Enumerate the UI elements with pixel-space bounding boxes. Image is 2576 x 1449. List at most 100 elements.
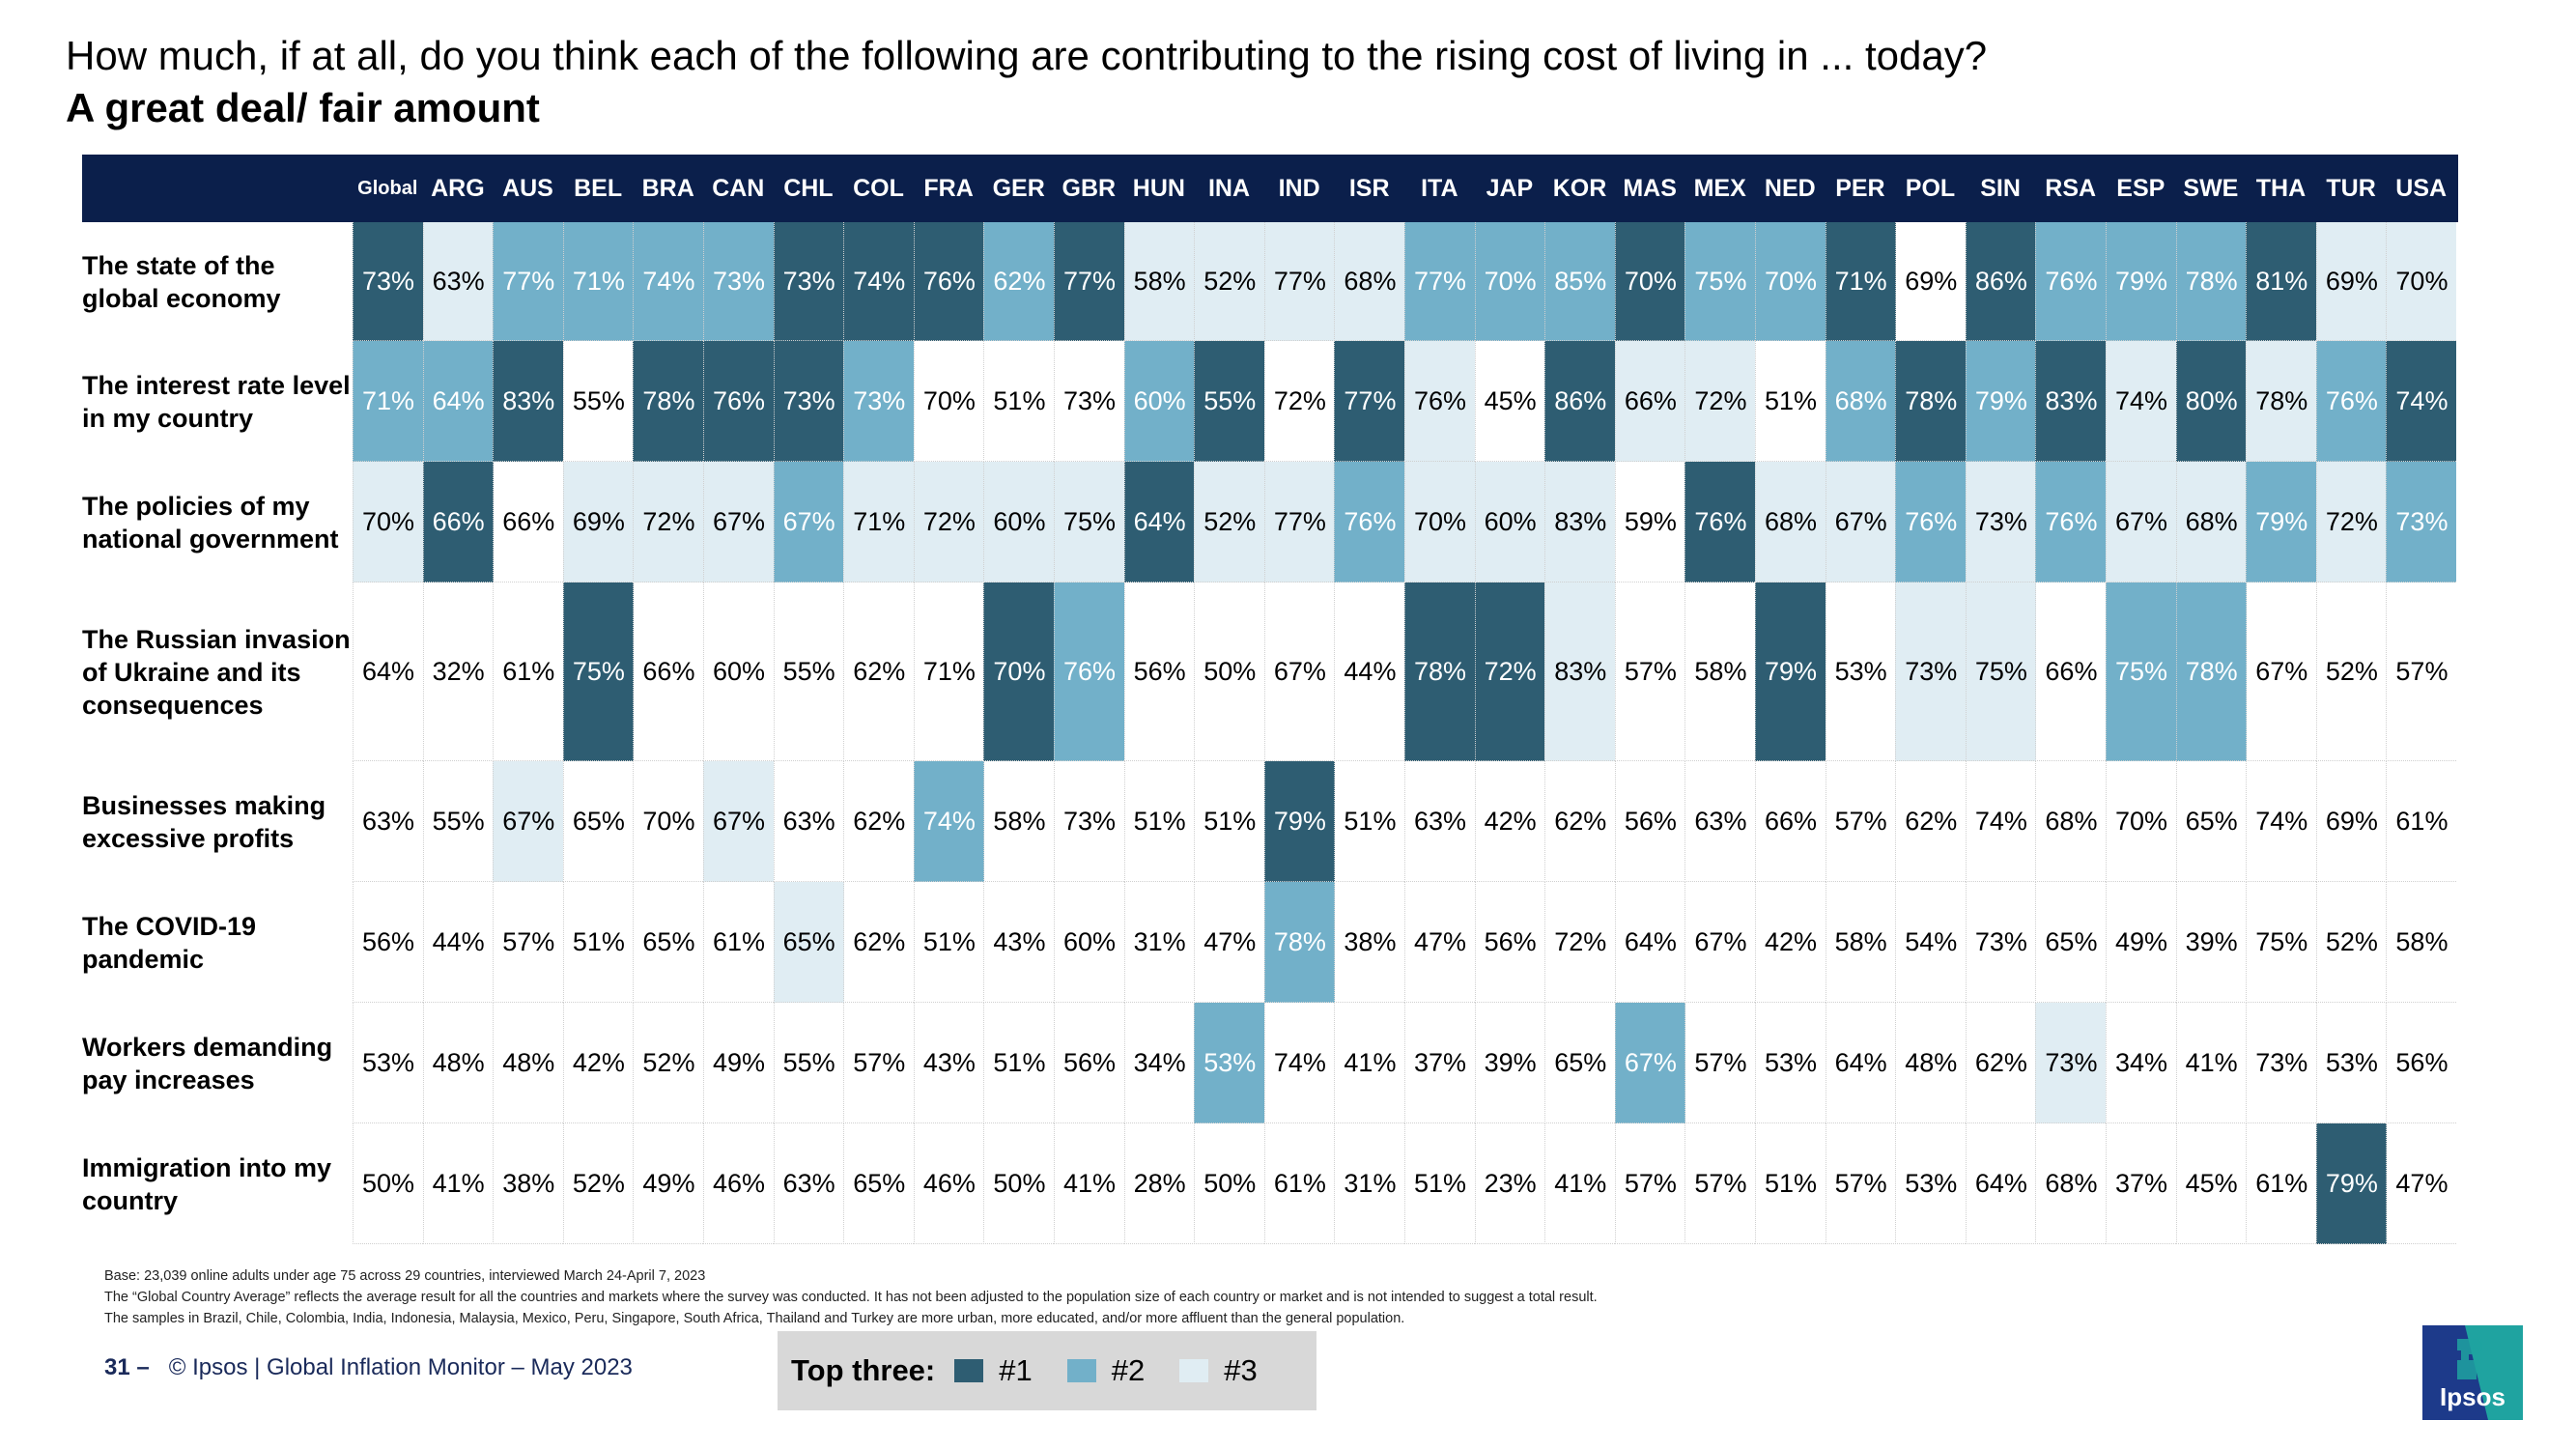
value-cell: 76%	[1054, 582, 1125, 761]
footnote-base: Base: 23,039 online adults under age 75 …	[104, 1268, 706, 1284]
value-cell: 55%	[1194, 341, 1265, 462]
value-cell: 73%	[703, 222, 775, 341]
value-cell: 48%	[422, 1003, 494, 1123]
value-cell: 52%	[2315, 582, 2387, 761]
value-cell: 60%	[1474, 462, 1545, 582]
value-cell: 51%	[1404, 1123, 1476, 1244]
value-cell: 44%	[1334, 582, 1405, 761]
column-header-ger: GER	[992, 174, 1045, 202]
value-cell: 81%	[2246, 222, 2317, 341]
value-cell: 76%	[1684, 462, 1756, 582]
column-header-arg: ARG	[431, 174, 485, 202]
value-cell: 45%	[2175, 1123, 2247, 1244]
value-cell: 79%	[1263, 761, 1335, 882]
chart-subtitle: A great deal/ fair amount	[66, 85, 540, 130]
value-cell: 79%	[1965, 341, 2036, 462]
value-cell: 63%	[1684, 761, 1756, 882]
row-label: The Russian invasion of Ukraine and its …	[82, 624, 351, 720]
value-cell: 64%	[422, 341, 494, 462]
value-cell: 66%	[2035, 582, 2107, 761]
value-cell: 57%	[1684, 1003, 1756, 1123]
column-header-fra: FRA	[923, 174, 974, 202]
value-cell: 65%	[2035, 882, 2107, 1003]
value-cell: 65%	[1544, 1003, 1616, 1123]
value-cell: 64%	[1965, 1123, 2036, 1244]
column-header-chl: CHL	[783, 174, 834, 202]
value-cell: 60%	[1123, 341, 1195, 462]
value-cell: 37%	[2106, 1123, 2177, 1244]
row-label: The interest rate level in my country	[82, 370, 351, 433]
value-cell: 57%	[2386, 582, 2457, 761]
value-cell: 64%	[353, 582, 424, 761]
column-header-pol: POL	[1905, 174, 1956, 202]
value-cell: 45%	[1474, 341, 1545, 462]
column-header-ina: INA	[1207, 174, 1251, 202]
logo-figure-icon	[2457, 1339, 2482, 1379]
value-cell: 56%	[1054, 1003, 1125, 1123]
value-cell: 50%	[353, 1123, 424, 1244]
value-cell: 66%	[422, 462, 494, 582]
value-cell: 53%	[353, 1003, 424, 1123]
value-cell: 70%	[2106, 761, 2177, 882]
value-cell: 58%	[983, 761, 1055, 882]
value-cell: 76%	[2315, 341, 2387, 462]
value-cell: 79%	[2315, 1123, 2387, 1244]
value-cell: 52%	[1194, 462, 1265, 582]
logo-text: Ipsos	[2440, 1382, 2505, 1411]
value-cell: 70%	[1404, 462, 1476, 582]
value-cell: 61%	[2246, 1123, 2317, 1244]
value-cell: 55%	[773, 1003, 844, 1123]
value-cell: 62%	[843, 882, 915, 1003]
value-cell: 57%	[1684, 1123, 1756, 1244]
value-cell: 71%	[843, 462, 915, 582]
legend-swatch-2	[1066, 1359, 1096, 1382]
value-cell: 74%	[2386, 341, 2457, 462]
value-cell: 61%	[1263, 1123, 1335, 1244]
value-cell: 52%	[633, 1003, 704, 1123]
value-cell: 31%	[1334, 1123, 1405, 1244]
value-cell: 73%	[2386, 462, 2457, 582]
value-cell: 51%	[562, 882, 634, 1003]
value-cell: 57%	[1614, 582, 1685, 761]
value-cell: 86%	[1965, 222, 2036, 341]
value-cell: 63%	[773, 1123, 844, 1244]
value-cell: 62%	[1965, 1003, 2036, 1123]
value-cell: 28%	[1123, 1123, 1195, 1244]
value-cell: 74%	[1965, 761, 2036, 882]
chart-title: How much, if at all, do you think each o…	[66, 33, 1988, 78]
column-header-swe: SWE	[2183, 174, 2239, 202]
value-cell: 52%	[1194, 222, 1265, 341]
value-cell: 57%	[1825, 761, 1896, 882]
legend: Top three: #1 #2 #3	[778, 1331, 1316, 1410]
value-cell: 62%	[843, 761, 915, 882]
column-header-tur: TUR	[2326, 174, 2376, 202]
value-cell: 56%	[353, 882, 424, 1003]
footnotes: Base: 23,039 online adults under age 75 …	[104, 1265, 1598, 1329]
value-cell: 75%	[1965, 582, 2036, 761]
value-cell: 61%	[703, 882, 775, 1003]
value-cell: 76%	[2035, 462, 2107, 582]
value-cell: 53%	[1755, 1003, 1826, 1123]
value-cell: 54%	[1895, 882, 1967, 1003]
value-cell: 76%	[703, 341, 775, 462]
column-header-col: COL	[853, 174, 904, 202]
value-cell: 51%	[1755, 341, 1826, 462]
value-cell: 49%	[633, 1123, 704, 1244]
value-cell: 73%	[1895, 582, 1967, 761]
value-cell: 56%	[1474, 882, 1545, 1003]
value-cell: 73%	[1965, 882, 2036, 1003]
value-cell: 76%	[1334, 462, 1405, 582]
value-cell: 77%	[1263, 222, 1335, 341]
value-cell: 70%	[633, 761, 704, 882]
value-cell: 65%	[562, 761, 634, 882]
value-cell: 41%	[1544, 1123, 1616, 1244]
value-cell: 83%	[1544, 462, 1616, 582]
value-cell: 58%	[1684, 582, 1756, 761]
value-cell: 48%	[493, 1003, 564, 1123]
value-cell: 61%	[2386, 761, 2457, 882]
legend-label-2: #2	[1111, 1353, 1146, 1387]
value-cell: 69%	[2315, 222, 2387, 341]
column-header-tha: THA	[2255, 174, 2307, 202]
value-cell: 39%	[2175, 882, 2247, 1003]
row-label: The COVID-19 pandemic	[82, 911, 257, 974]
